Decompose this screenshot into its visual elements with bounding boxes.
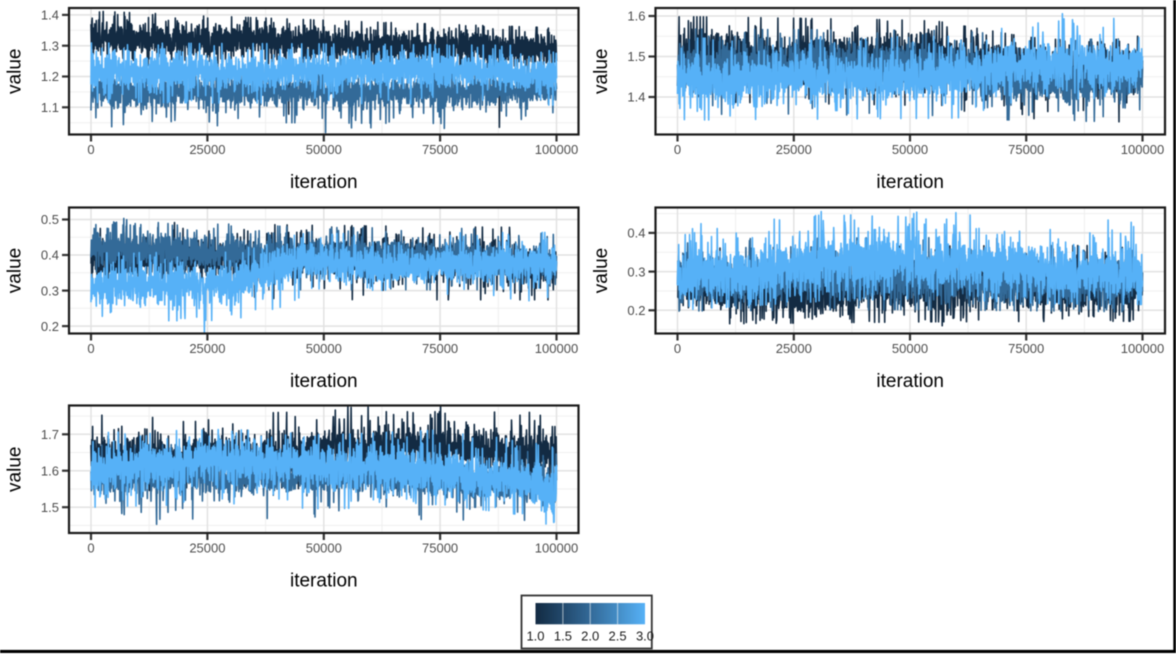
- svg-text:0: 0: [674, 142, 681, 157]
- svg-text:75000: 75000: [1008, 142, 1044, 157]
- svg-text:iteration: iteration: [876, 172, 944, 193]
- svg-text:100000: 100000: [535, 142, 578, 157]
- svg-text:100000: 100000: [1121, 341, 1164, 356]
- svg-text:0: 0: [87, 142, 94, 157]
- svg-text:iteration: iteration: [290, 172, 358, 193]
- svg-text:0.3: 0.3: [41, 283, 59, 298]
- svg-text:0: 0: [674, 341, 681, 356]
- svg-text:1.1: 1.1: [41, 100, 59, 115]
- svg-text:1.6: 1.6: [627, 9, 645, 24]
- svg-text:25000: 25000: [189, 142, 225, 157]
- svg-text:1.2: 1.2: [41, 69, 59, 84]
- svg-text:1.0: 1.0: [526, 629, 544, 644]
- svg-text:50000: 50000: [306, 142, 342, 157]
- svg-text:100000: 100000: [535, 341, 578, 356]
- svg-text:50000: 50000: [306, 341, 342, 356]
- svg-text:2.5: 2.5: [609, 629, 627, 644]
- svg-text:25000: 25000: [189, 541, 225, 556]
- svg-text:value: value: [5, 447, 26, 492]
- svg-text:0.2: 0.2: [627, 303, 645, 318]
- svg-text:0: 0: [87, 341, 94, 356]
- svg-text:25000: 25000: [189, 341, 225, 356]
- svg-text:1.7: 1.7: [41, 427, 59, 442]
- svg-text:value: value: [5, 49, 26, 94]
- svg-text:0.3: 0.3: [627, 264, 645, 279]
- svg-text:iteration: iteration: [290, 371, 358, 392]
- svg-text:1.4: 1.4: [41, 8, 59, 23]
- svg-text:0.4: 0.4: [41, 248, 59, 263]
- svg-text:value: value: [591, 49, 612, 94]
- svg-text:1.4: 1.4: [627, 90, 645, 105]
- svg-text:1.5: 1.5: [554, 629, 572, 644]
- svg-text:75000: 75000: [422, 142, 458, 157]
- svg-text:75000: 75000: [422, 541, 458, 556]
- svg-text:50000: 50000: [892, 142, 928, 157]
- svg-text:1.3: 1.3: [41, 38, 59, 53]
- svg-text:75000: 75000: [1008, 341, 1044, 356]
- svg-text:75000: 75000: [422, 341, 458, 356]
- svg-text:iteration: iteration: [290, 571, 358, 592]
- svg-text:1.5: 1.5: [627, 49, 645, 64]
- svg-text:0: 0: [87, 541, 94, 556]
- svg-text:50000: 50000: [306, 541, 342, 556]
- svg-text:iteration: iteration: [876, 371, 944, 392]
- svg-text:3.0: 3.0: [636, 629, 654, 644]
- svg-text:0.5: 0.5: [41, 212, 59, 227]
- svg-text:1.5: 1.5: [41, 500, 59, 515]
- svg-text:25000: 25000: [776, 341, 812, 356]
- svg-text:value: value: [5, 248, 26, 293]
- svg-text:0.2: 0.2: [41, 319, 59, 334]
- svg-text:25000: 25000: [776, 142, 812, 157]
- svg-text:2.0: 2.0: [581, 629, 599, 644]
- svg-text:100000: 100000: [1121, 142, 1164, 157]
- svg-text:100000: 100000: [535, 541, 578, 556]
- svg-text:0.4: 0.4: [627, 226, 645, 241]
- svg-text:1.6: 1.6: [41, 463, 59, 478]
- svg-text:value: value: [591, 248, 612, 293]
- svg-text:50000: 50000: [892, 341, 928, 356]
